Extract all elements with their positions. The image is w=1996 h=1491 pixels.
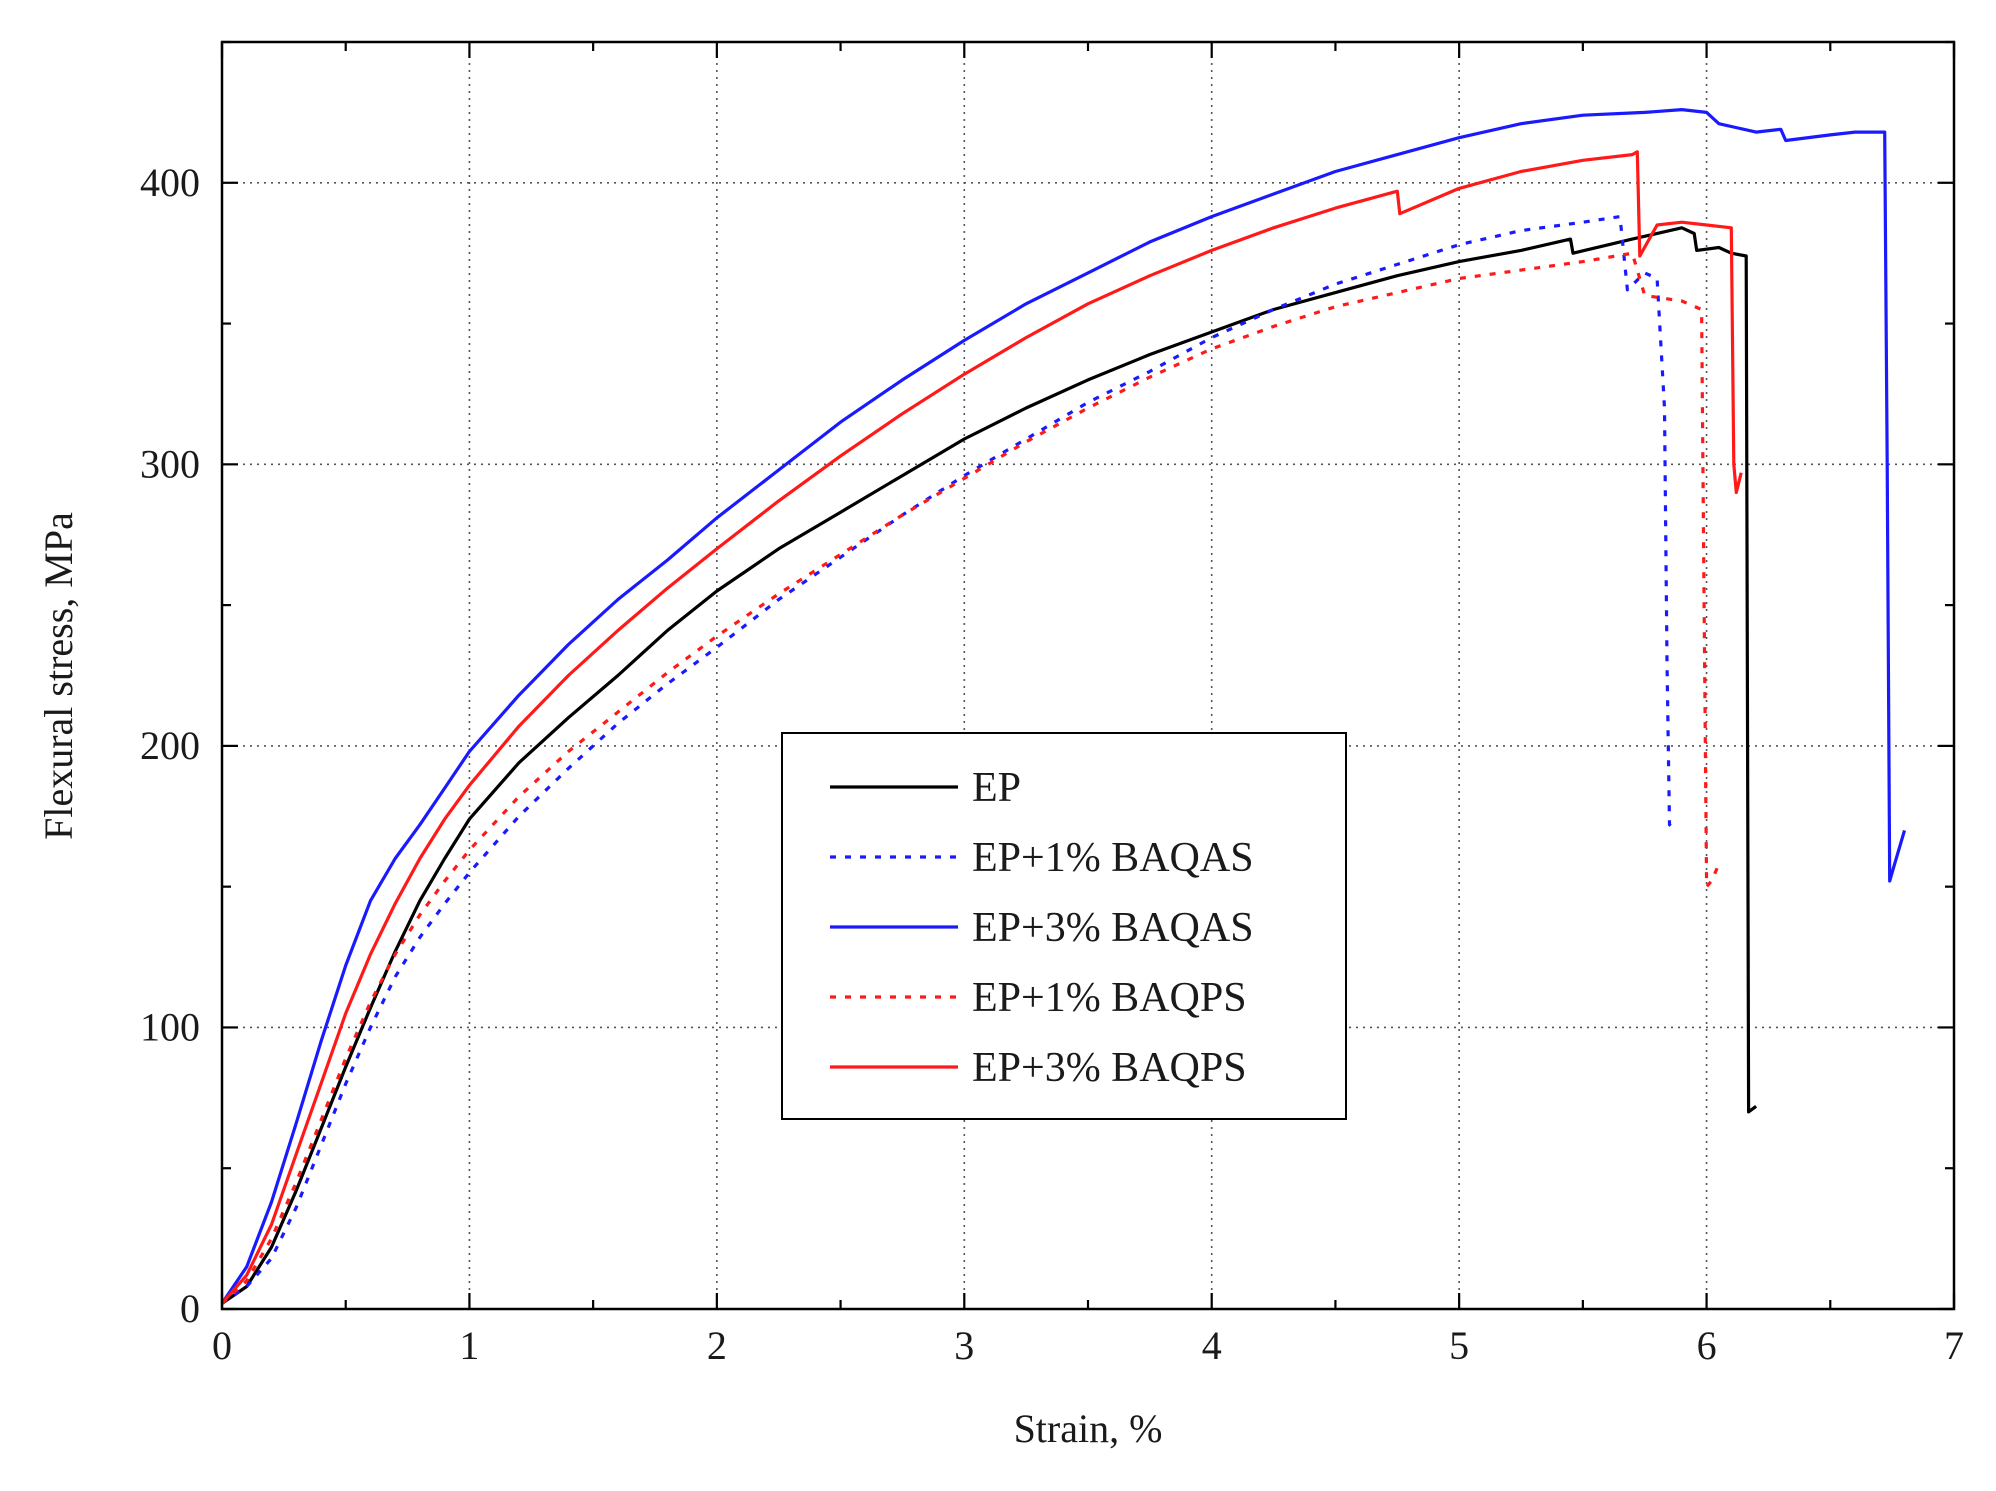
y-tick-label: 0 — [180, 1286, 200, 1331]
x-tick-label: 7 — [1944, 1323, 1964, 1368]
x-tick-label: 3 — [954, 1323, 974, 1368]
x-tick-label: 6 — [1697, 1323, 1717, 1368]
ticks — [220, 40, 1956, 1311]
y-tick-label: 300 — [140, 441, 200, 486]
legend-label-1: EP — [972, 765, 1021, 811]
series-line-4 — [220, 251, 1721, 1305]
y-axis-title: Flexural stress, MPa — [36, 512, 81, 840]
legend-label-4: EP+1% BAQPS — [972, 975, 1247, 1021]
legend-label-3: EP+3% BAQAS — [972, 905, 1254, 951]
y-tick-labels: 0 100 200 300 400 — [140, 160, 200, 1331]
x-axis-title: Strain, % — [1014, 1406, 1163, 1451]
legend-entries: EP EP+1% BAQAS EP+3% BAQAS EP+1% BAQPS EP+3%… — [830, 765, 1254, 1091]
y-tick-label: 100 — [140, 1004, 200, 1049]
x-tick-label: 4 — [1202, 1323, 1222, 1368]
grid — [222, 42, 1954, 1309]
series-line-3 — [220, 108, 1907, 1305]
legend: EP EP+1% BAQAS EP+3% BAQAS EP+1% BAQPS EP+3%… — [781, 732, 1347, 1120]
y-tick-label: 200 — [140, 723, 200, 768]
x-tick-labels: 0 1 2 3 4 5 6 7 — [212, 1323, 1964, 1368]
x-tick-label: 1 — [459, 1323, 479, 1368]
x-tick-label: 2 — [707, 1323, 727, 1368]
x-tick-label: 0 — [212, 1323, 232, 1368]
y-tick-label: 400 — [140, 160, 200, 205]
series-layer — [220, 108, 1907, 1305]
legend-label-2: EP+1% BAQAS — [972, 835, 1254, 881]
x-tick-label: 5 — [1449, 1323, 1469, 1368]
legend-label-5: EP+3% BAQPS — [972, 1045, 1247, 1091]
series-line-5 — [220, 150, 1743, 1305]
